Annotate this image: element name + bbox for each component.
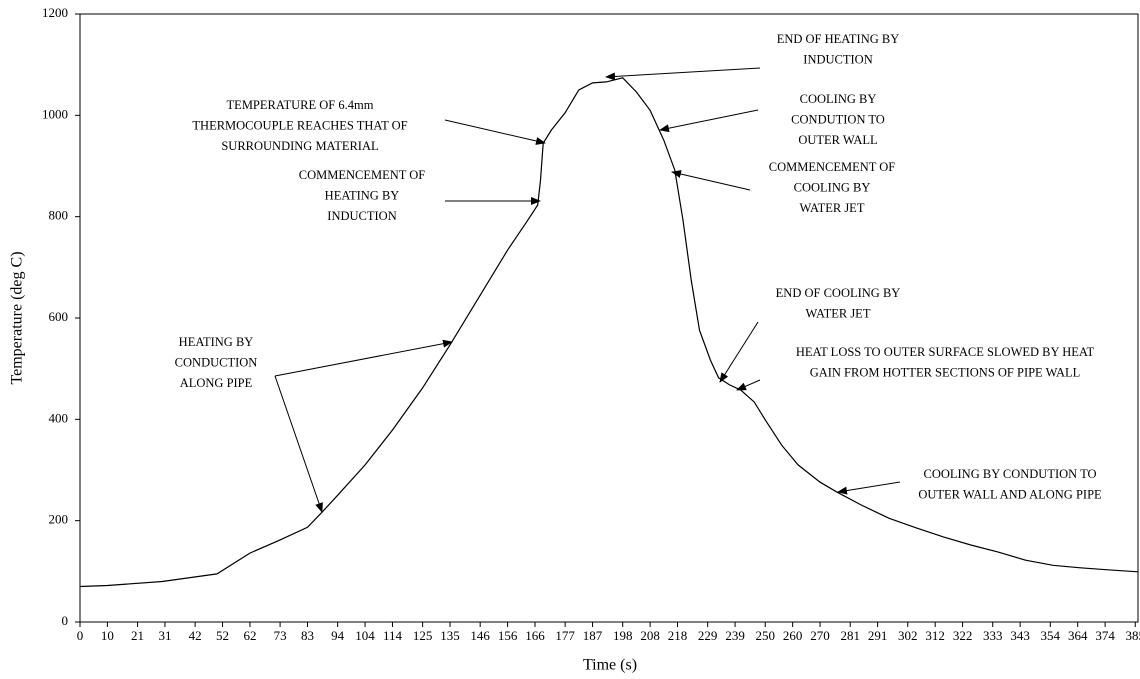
x-tick-label: 146 (470, 628, 490, 643)
y-tick-label: 200 (49, 512, 69, 527)
x-axis-label: Time (s) (583, 657, 637, 674)
annotation: COOLING BY (800, 92, 877, 106)
x-tick-label: 239 (725, 628, 745, 643)
y-tick-label: 1200 (42, 5, 68, 20)
annotation: HEAT LOSS TO OUTER SURFACE SLOWED BY HEA… (796, 345, 1095, 359)
x-tick-label: 135 (440, 628, 460, 643)
annotation: SURROUNDING MATERIAL (221, 139, 378, 153)
x-tick-label: 385 (1126, 628, 1140, 643)
x-tick-label: 374 (1095, 628, 1115, 643)
x-tick-label: 166 (525, 628, 545, 643)
x-tick-label: 229 (698, 628, 718, 643)
x-tick-label: 156 (498, 628, 518, 643)
annotation: CONDUCTION (175, 355, 258, 369)
annotation: END OF HEATING BY (777, 32, 900, 46)
x-tick-label: 94 (331, 628, 345, 643)
y-tick-label: 800 (49, 208, 69, 223)
x-tick-label: 343 (1010, 628, 1030, 643)
x-tick-label: 354 (1041, 628, 1061, 643)
data-line (79, 77, 1139, 588)
annotation: TEMPERATURE OF 6.4mm (227, 98, 374, 112)
x-tick-label: 208 (640, 628, 660, 643)
annotation: COOLING BY CONDUTION TO (923, 467, 1096, 481)
annotation: THERMOCOUPLE REACHES THAT OF (192, 118, 407, 132)
x-tick-label: 62 (243, 628, 256, 643)
x-tick-label: 0 (77, 628, 84, 643)
x-tick-label: 21 (131, 628, 144, 643)
annotation: COOLING BY (794, 180, 871, 194)
x-tick-label: 104 (355, 628, 375, 643)
annotation: HEATING BY (179, 335, 254, 349)
annotation: WATER JET (800, 201, 865, 215)
x-tick-label: 270 (810, 628, 830, 643)
x-tick-label: 364 (1068, 628, 1088, 643)
x-tick-label: 218 (668, 628, 688, 643)
y-tick-label: 600 (49, 309, 69, 324)
x-tick-label: 31 (158, 628, 171, 643)
x-tick-label: 281 (840, 628, 860, 643)
annotation: OUTER WALL (798, 133, 877, 147)
arrows (274, 67, 901, 513)
annotation: INDUCTION (803, 52, 872, 66)
annotation: HEATING BY (325, 188, 400, 202)
annotation: CONDUTION TO (791, 112, 885, 126)
x-tick-label: 198 (613, 628, 633, 643)
x-tick-label: 322 (953, 628, 973, 643)
annotation: GAIN FROM HOTTER SECTIONS OF PIPE WALL (810, 365, 1081, 379)
x-tick-label: 291 (868, 628, 888, 643)
x-tick-label: 114 (383, 628, 403, 643)
x-tick-label: 125 (413, 628, 433, 643)
annotation: INDUCTION (327, 209, 396, 223)
x-tick-label: 177 (555, 628, 575, 643)
x-tick-label: 42 (189, 628, 202, 643)
annotation: OUTER WALL AND ALONG PIPE (918, 487, 1102, 501)
annotation: WATER JET (806, 306, 871, 320)
x-tick-label: 250 (755, 628, 775, 643)
x-tick-label: 312 (925, 628, 945, 643)
y-tick-label: 400 (49, 410, 69, 425)
annotation: ALONG PIPE (180, 376, 253, 390)
annotation: COMMENCEMENT OF (299, 168, 426, 182)
x-tick-label: 83 (301, 628, 314, 643)
annotation: COMMENCEMENT OF (769, 160, 896, 174)
y-tick-label: 0 (62, 613, 69, 628)
x-tick-label: 333 (983, 628, 1003, 643)
x-tick-label: 73 (274, 628, 287, 643)
x-tick-label: 302 (898, 628, 918, 643)
y-axis-label: Temperature (deg C) (9, 251, 26, 384)
x-tick-label: 52 (216, 628, 229, 643)
y-tick-label: 1000 (42, 106, 68, 121)
annotation: END OF COOLING BY (776, 286, 901, 300)
x-tick-label: 10 (101, 628, 114, 643)
x-tick-label: 260 (783, 628, 803, 643)
x-tick-label: 187 (583, 628, 603, 643)
